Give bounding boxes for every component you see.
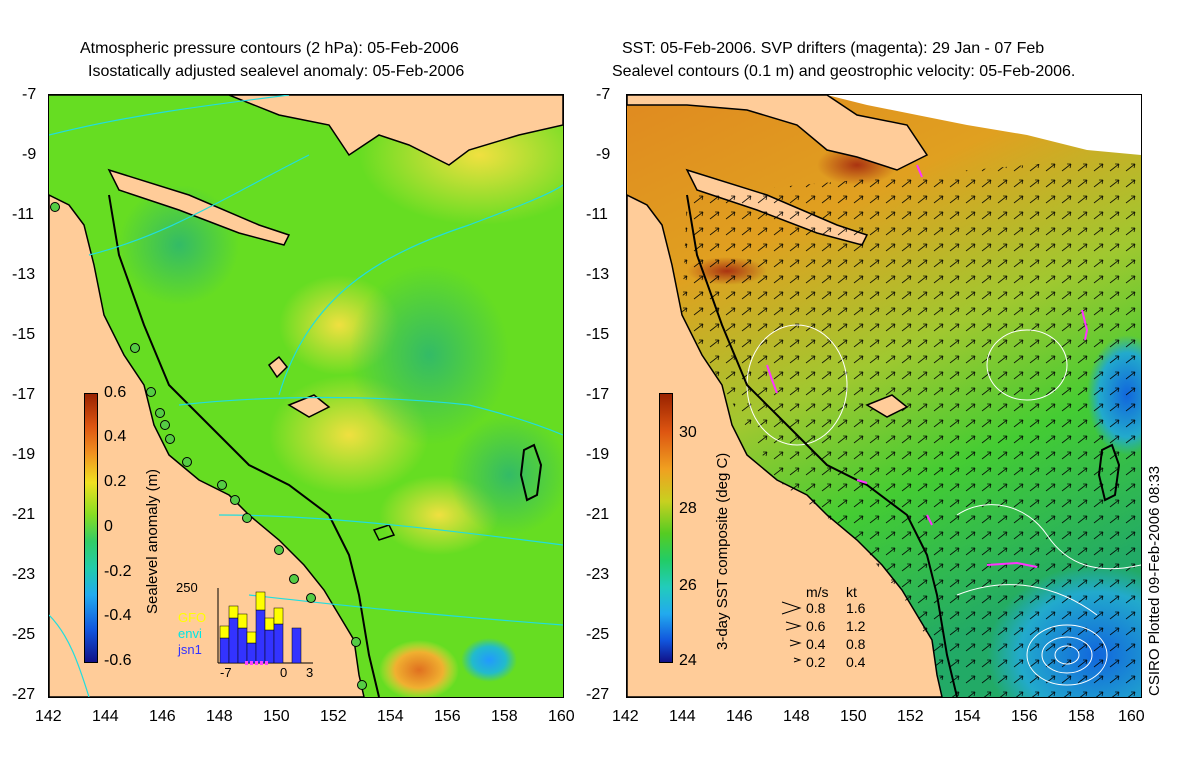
left-lon-tick: 146 [149,708,176,725]
right-title-line1: SST: 05-Feb-2006. SVP drifters (magenta)… [622,40,1045,57]
plot-credit: CSIRO Plotted 09-Feb-2006 08:33 [1146,465,1163,696]
right-lon-tick: 144 [669,708,696,725]
speed-row-ms: 0.6 [806,618,826,634]
left-lon-tick: 154 [377,708,404,725]
speed-row-ms: 0.4 [806,636,826,652]
right-lon-tick: 154 [954,708,981,725]
right-lon-tick: 150 [840,708,867,725]
left-lat-tick: -17 [12,386,36,403]
right-lon-tick: 148 [783,708,810,725]
inset-legend-gfo: GFO [178,610,207,625]
right-lat-tick: -17 [586,386,610,403]
speed-row-kt: 0.8 [846,636,866,652]
speed-row-kt: 0.4 [846,654,866,670]
inset-legend-jsn1: jsn1 [178,642,202,657]
left-lon-tick: 152 [320,708,347,725]
left-lat-tick: -19 [12,446,36,463]
satellite-histogram-inset: 250 GFO envi jsn1 -7 0 3 [170,580,320,682]
right-lon-tick: 146 [726,708,753,725]
left-lon-tick: 142 [35,708,62,725]
right-lat-tick: -25 [586,626,610,643]
right-lat-tick: -21 [586,506,610,523]
right-lon-tick: 160 [1118,708,1145,725]
inset-legend-envi: envi [178,626,202,641]
right-lon-tick: 156 [1011,708,1038,725]
sst-tick-0: 30 [679,424,697,441]
inset-x-tick-1: 0 [280,665,288,680]
sla-colorbar-label: Sealevel anomaly (m) [144,468,161,614]
sla-tick-6: -0.6 [104,652,132,669]
sla-tick-0: 0.6 [104,384,127,401]
left-lat-tick: -11 [12,206,34,223]
speed-row-ms: 0.8 [806,600,826,616]
left-lat-tick: -27 [12,686,36,703]
inset-x-tick-0: -7 [220,665,232,680]
sla-colorbar [84,393,98,663]
sla-tick-5: -0.4 [104,607,132,624]
sst-map [626,94,1142,698]
left-title-line2: Isostatically adjusted sealevel anomaly:… [88,63,465,80]
speed-row-kt: 1.6 [846,600,866,616]
sst-colorbar [659,393,673,663]
right-lon-tick: 158 [1068,708,1095,725]
left-lat-tick: -21 [12,506,36,523]
right-lat-tick: -15 [586,326,610,343]
sla-tick-2: 0.2 [104,473,127,490]
speed-row-kt: 1.2 [846,618,866,634]
sealevel-anomaly-map [48,94,564,698]
speed-unit-ms: m/s [806,584,829,600]
speed-unit-kt: kt [846,584,857,600]
sst-tick-2: 26 [679,577,697,594]
right-lat-tick: -19 [586,446,610,463]
left-lat-tick: -9 [22,146,37,163]
right-lat-tick: -9 [596,146,611,163]
right-lon-tick: 142 [612,708,639,725]
left-lat-tick: -7 [22,86,37,103]
speed-row-ms: 0.2 [806,654,826,670]
tide-gauge-markers [50,202,367,690]
left-lat-tick: -15 [12,326,36,343]
left-lat-tick: -25 [12,626,36,643]
sst-colorbar-label: 3-day SST composite (deg C) [714,452,731,650]
land-png-right [627,95,929,171]
shelf-edge [108,194,380,697]
sst-tick-3: 24 [679,652,697,669]
land-png [49,95,563,166]
sla-tick-3: 0 [104,518,113,535]
left-lon-tick: 148 [206,708,233,725]
left-lon-tick: 158 [491,708,518,725]
right-lat-tick: -23 [586,566,610,583]
left-lat-tick: -23 [12,566,36,583]
sla-tick-4: -0.2 [104,563,132,580]
left-lon-tick: 144 [92,708,119,725]
inset-x-tick-2: 3 [306,665,314,680]
right-lat-tick: -7 [596,86,611,103]
inset-y-top: 250 [176,580,198,595]
right-lat-tick: -11 [586,206,608,223]
left-lon-tick: 150 [263,708,290,725]
right-lat-tick: -13 [586,266,610,283]
sst-tick-1: 28 [679,500,697,517]
speed-legend: m/s kt 0.8 1.6 0.6 1.2 0.4 0.8 0.2 0.4 [780,584,890,670]
land-australia [49,194,365,697]
right-lat-tick: -27 [586,686,610,703]
right-title-line2: Sealevel contours (0.1 m) and geostrophi… [612,63,1076,80]
sla-tick-1: 0.4 [104,428,127,445]
left-title-line1: Atmospheric pressure contours (2 hPa): 0… [80,40,459,57]
left-lon-tick: 160 [548,708,575,725]
left-lat-tick: -13 [12,266,36,283]
svp-drifter-tracks [766,164,1089,568]
left-lon-tick: 156 [434,708,461,725]
right-lon-tick: 152 [897,708,924,725]
